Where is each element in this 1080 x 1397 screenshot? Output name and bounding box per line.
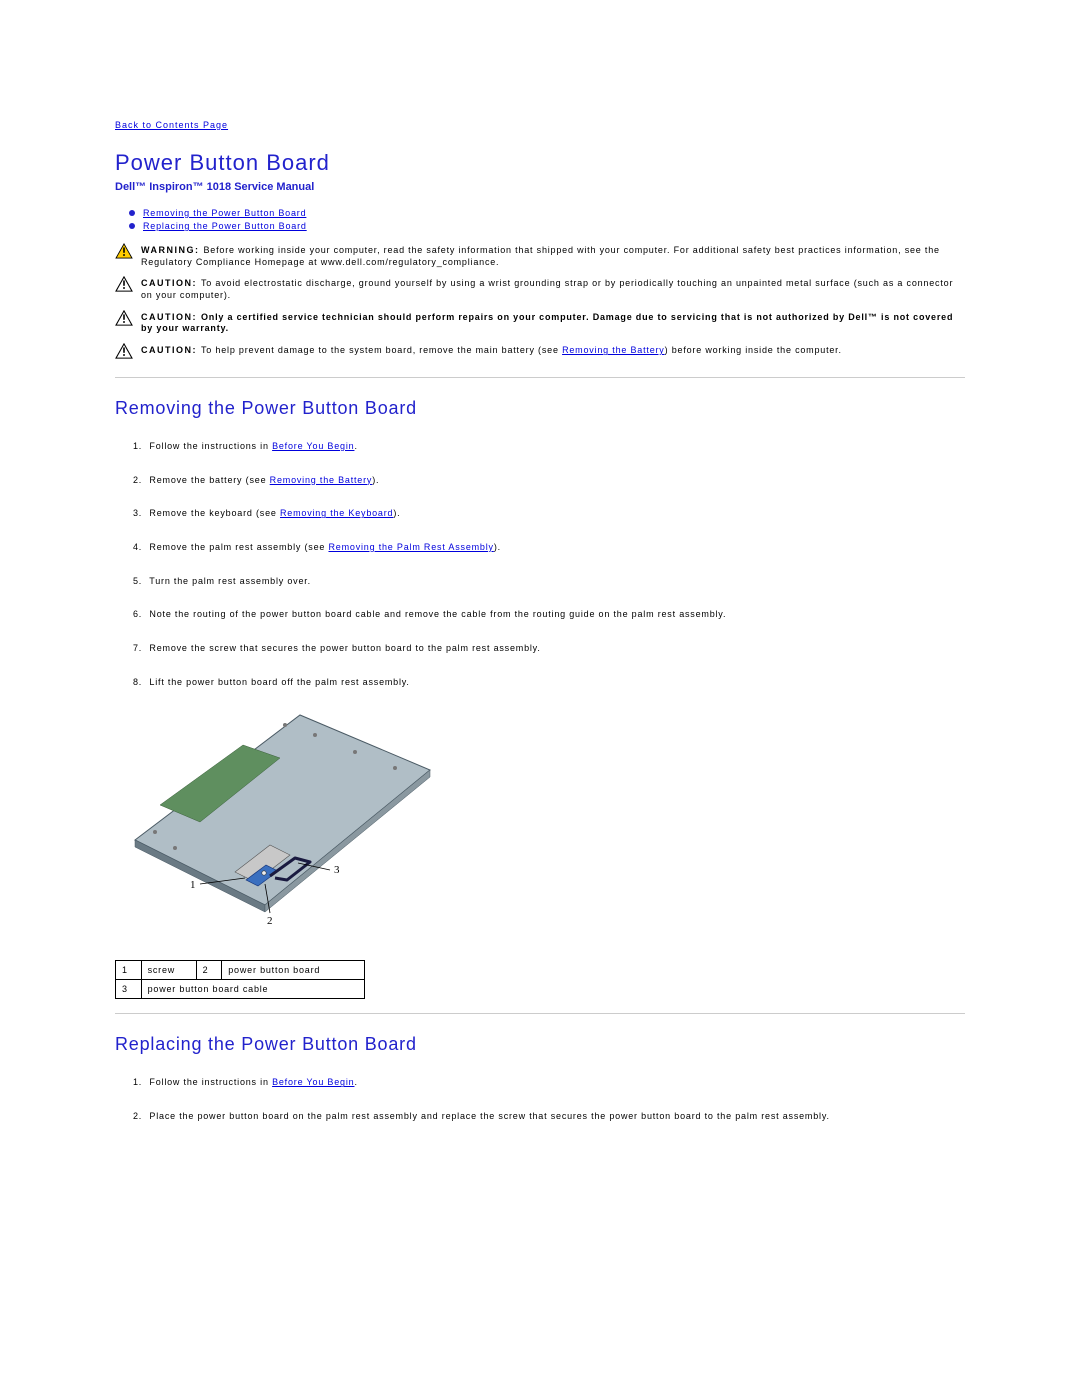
removing-keyboard-link[interactable]: Removing the Keyboard — [280, 508, 393, 518]
back-to-contents-link[interactable]: Back to Contents Page — [115, 120, 228, 130]
caution-text: CAUTION: To avoid electrostatic discharg… — [141, 278, 965, 301]
caution-text: CAUTION: To help prevent damage to the s… — [141, 345, 842, 357]
table-row: 1 screw 2 power button board — [116, 961, 365, 980]
warning-label: WARNING: — [141, 245, 204, 255]
step-1: 1. Follow the instructions in Before You… — [133, 1077, 965, 1089]
toc-item-replacing: Replacing the Power Button Board — [129, 221, 965, 231]
bullet-icon — [129, 210, 135, 216]
caution-label: CAUTION: — [141, 312, 201, 322]
step-3: 3. Remove the keyboard (see Removing the… — [133, 508, 965, 520]
removing-palm-rest-link[interactable]: Removing the Palm Rest Assembly — [328, 542, 493, 552]
step-text: Remove the palm rest assembly (see — [149, 542, 328, 552]
step-5: 5. Turn the palm rest assembly over. — [133, 576, 965, 588]
step-2: 2. Place the power button board on the p… — [133, 1111, 965, 1123]
caution-body-a: To help prevent damage to the system boa… — [201, 345, 562, 355]
caution-label: CAUTION: — [141, 278, 201, 288]
callout-3: 3 — [334, 864, 340, 876]
before-you-begin-link[interactable]: Before You Begin — [272, 1077, 354, 1087]
caution-icon — [115, 310, 133, 330]
caution-label: CAUTION: — [141, 345, 201, 355]
step-2: 2. Remove the battery (see Removing the … — [133, 475, 965, 487]
warning-body: Before working inside your computer, rea… — [141, 245, 940, 267]
manual-subtitle: Dell™ Inspiron™ 1018 Service Manual — [115, 181, 965, 193]
step-text: Remove the screw that secures the power … — [149, 643, 540, 653]
step-text: ). — [372, 475, 379, 485]
step-text: . — [354, 1077, 357, 1087]
step-text: Lift the power button board off the palm… — [149, 677, 409, 687]
step-text: Follow the instructions in — [149, 1077, 272, 1087]
legend-num: 3 — [116, 980, 142, 999]
caution-body: To avoid electrostatic discharge, ground… — [141, 278, 953, 300]
caution-icon — [115, 276, 133, 296]
replacing-steps: 1. Follow the instructions in Before You… — [115, 1077, 965, 1122]
section-divider — [115, 377, 965, 378]
removing-battery-link[interactable]: Removing the Battery — [562, 345, 665, 355]
toc-link-replacing[interactable]: Replacing the Power Button Board — [143, 221, 307, 231]
palm-rest-diagram: 1 2 3 — [115, 710, 445, 935]
callout-1: 1 — [190, 879, 196, 891]
caution-body-b: ) before working inside the computer. — [665, 345, 842, 355]
step-text: Turn the palm rest assembly over. — [149, 576, 311, 586]
step-text: ). — [393, 508, 400, 518]
removing-battery-link[interactable]: Removing the Battery — [270, 475, 373, 485]
caution-text: CAUTION: Only a certified service techni… — [141, 312, 965, 335]
step-text: Remove the battery (see — [149, 475, 269, 485]
step-6: 6. Note the routing of the power button … — [133, 609, 965, 621]
legend-num: 1 — [116, 961, 142, 980]
step-8: 8. Lift the power button board off the p… — [133, 677, 965, 689]
bullet-icon — [129, 223, 135, 229]
diagram-figure: 1 2 3 — [115, 710, 965, 935]
step-text: Note the routing of the power button boa… — [149, 609, 726, 619]
caution-notice: CAUTION: To avoid electrostatic discharg… — [115, 278, 965, 301]
caution-notice: CAUTION: To help prevent damage to the s… — [115, 345, 965, 363]
legend-val: power button board — [222, 961, 365, 980]
warning-icon — [115, 243, 133, 263]
caution-body-bold: Only a certified service technician shou… — [141, 312, 953, 334]
before-you-begin-link[interactable]: Before You Begin — [272, 441, 354, 451]
step-text: Remove the keyboard (see — [149, 508, 280, 518]
step-text: . — [354, 441, 357, 451]
legend-val: power button board cable — [141, 980, 364, 999]
legend-val: screw — [141, 961, 196, 980]
legend-table: 1 screw 2 power button board 3 power but… — [115, 960, 365, 999]
step-text: Follow the instructions in — [149, 441, 272, 451]
toc-link-removing[interactable]: Removing the Power Button Board — [143, 208, 306, 218]
step-4: 4. Remove the palm rest assembly (see Re… — [133, 542, 965, 554]
warning-notice: WARNING: Before working inside your comp… — [115, 245, 965, 268]
removing-steps: 1. Follow the instructions in Before You… — [115, 441, 965, 689]
warning-text: WARNING: Before working inside your comp… — [141, 245, 965, 268]
step-text: ). — [494, 542, 501, 552]
toc-item-removing: Removing the Power Button Board — [129, 208, 965, 218]
page-title: Power Button Board — [115, 150, 965, 176]
replacing-heading: Replacing the Power Button Board — [115, 1034, 965, 1055]
toc: Removing the Power Button Board Replacin… — [129, 208, 965, 231]
caution-notice: CAUTION: Only a certified service techni… — [115, 312, 965, 335]
step-1: 1. Follow the instructions in Before You… — [133, 441, 965, 453]
caution-icon — [115, 343, 133, 363]
callout-2: 2 — [267, 915, 273, 927]
table-row: 3 power button board cable — [116, 980, 365, 999]
section-divider — [115, 1013, 965, 1014]
back-link: Back to Contents Page — [115, 120, 965, 130]
legend-num: 2 — [196, 961, 222, 980]
removing-heading: Removing the Power Button Board — [115, 398, 965, 419]
step-7: 7. Remove the screw that secures the pow… — [133, 643, 965, 655]
step-text: Place the power button board on the palm… — [149, 1111, 829, 1121]
